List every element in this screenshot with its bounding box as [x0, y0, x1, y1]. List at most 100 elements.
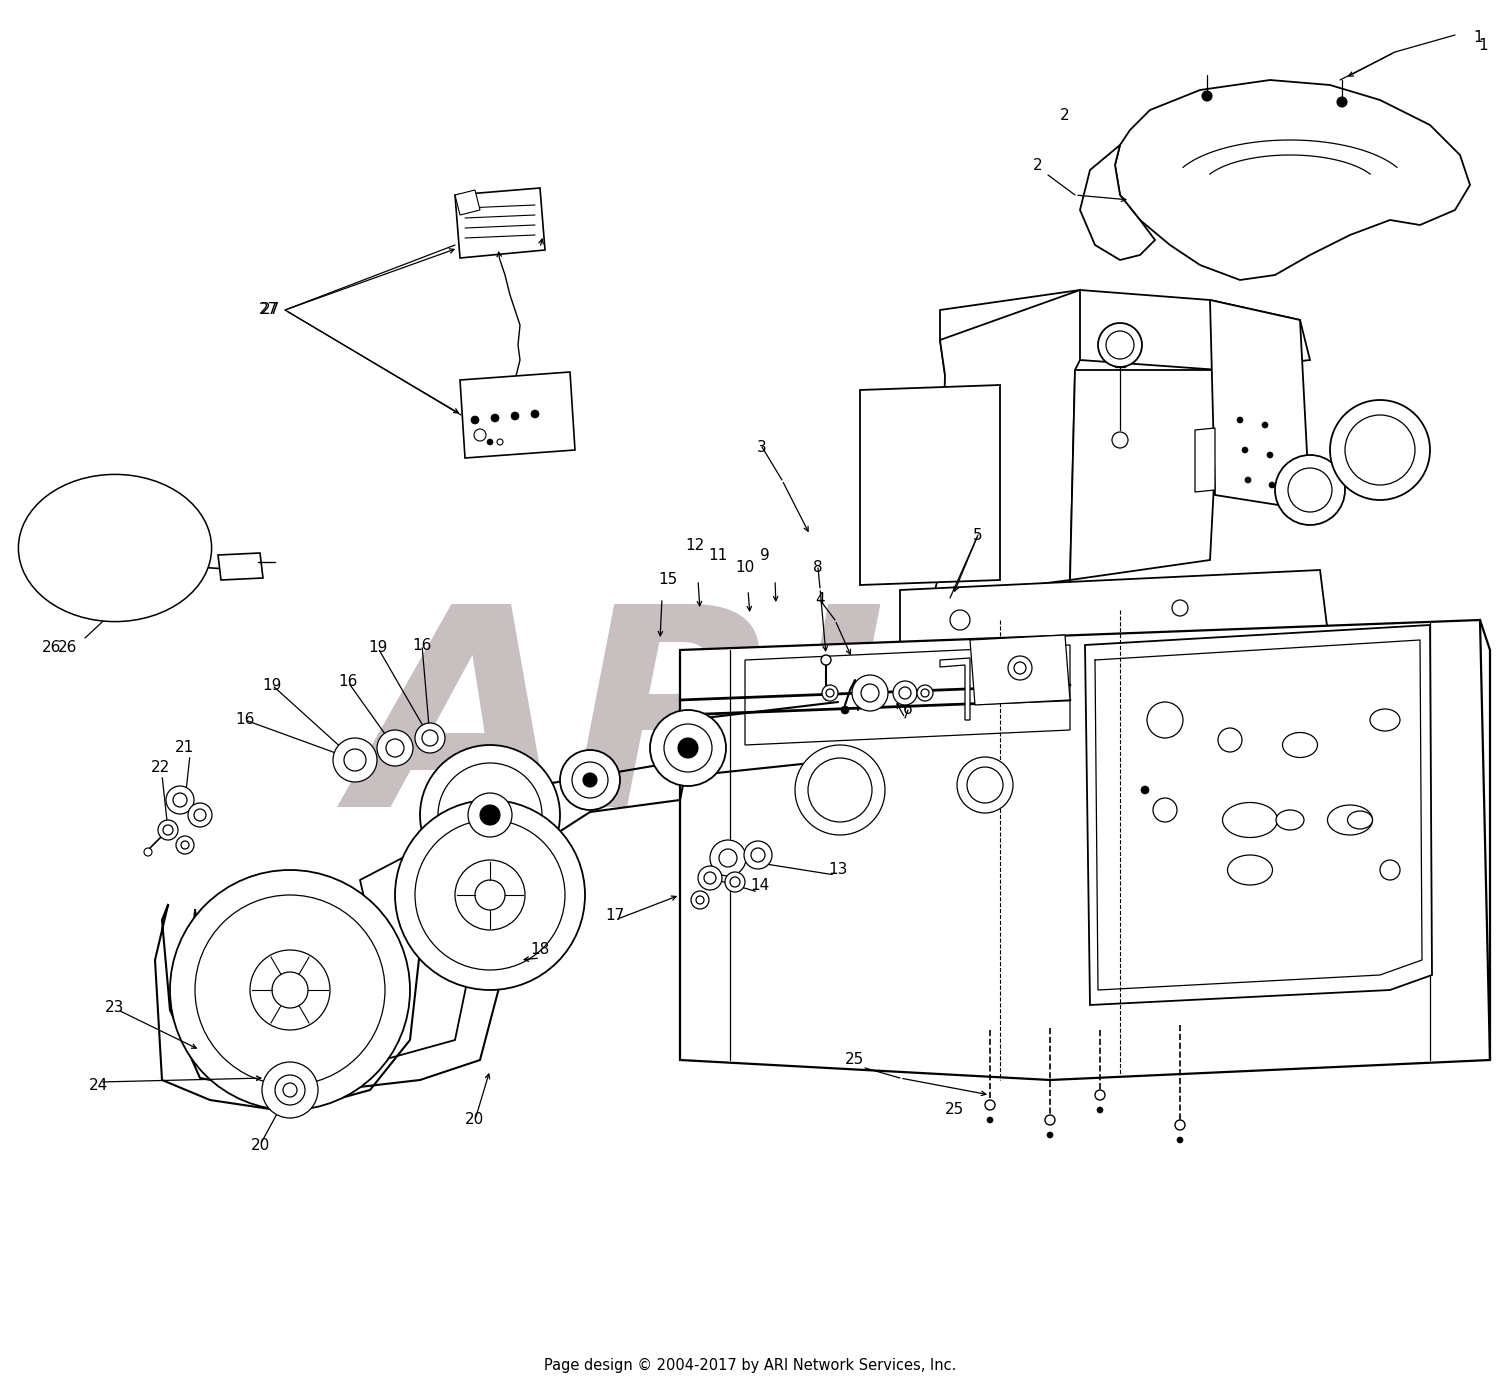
Circle shape [474, 429, 486, 441]
Circle shape [531, 411, 538, 417]
Circle shape [416, 820, 566, 970]
Text: 25: 25 [846, 1053, 864, 1068]
Circle shape [274, 1075, 304, 1105]
Circle shape [821, 655, 831, 664]
Circle shape [1047, 1132, 1053, 1137]
Text: 25: 25 [945, 1103, 964, 1118]
Circle shape [852, 675, 888, 712]
Circle shape [490, 413, 500, 422]
Circle shape [480, 804, 500, 825]
Polygon shape [680, 620, 1490, 1080]
Ellipse shape [1282, 732, 1317, 757]
Circle shape [572, 761, 608, 798]
Circle shape [422, 730, 438, 746]
Circle shape [333, 738, 376, 782]
Circle shape [921, 689, 928, 698]
Circle shape [386, 739, 404, 757]
Circle shape [1288, 467, 1332, 512]
Circle shape [1380, 860, 1400, 879]
Circle shape [678, 738, 698, 759]
Circle shape [1174, 1119, 1185, 1130]
Circle shape [1112, 431, 1128, 448]
Circle shape [1330, 399, 1430, 499]
Text: 19: 19 [369, 641, 387, 656]
Circle shape [488, 440, 494, 445]
Polygon shape [900, 570, 1330, 670]
Circle shape [1008, 656, 1032, 680]
Circle shape [454, 860, 525, 931]
Text: 8: 8 [813, 560, 824, 576]
Ellipse shape [1222, 803, 1278, 838]
Polygon shape [217, 553, 262, 580]
Text: 15: 15 [658, 573, 678, 588]
Circle shape [416, 723, 446, 753]
Circle shape [176, 836, 194, 854]
Circle shape [827, 689, 834, 698]
Circle shape [1095, 1090, 1106, 1100]
Circle shape [1202, 92, 1212, 101]
Circle shape [1346, 415, 1414, 485]
Text: 5: 5 [974, 527, 982, 542]
Text: 24: 24 [88, 1078, 108, 1093]
Text: Page design © 2004-2017 by ARI Network Services, Inc.: Page design © 2004-2017 by ARI Network S… [544, 1358, 956, 1373]
Circle shape [1154, 798, 1178, 822]
Circle shape [272, 972, 308, 1008]
Polygon shape [746, 645, 1070, 745]
Text: 6: 6 [903, 702, 914, 717]
Text: 26: 26 [42, 641, 62, 656]
Circle shape [987, 1117, 993, 1123]
Circle shape [710, 841, 746, 877]
Text: 7: 7 [880, 688, 890, 702]
Circle shape [468, 793, 512, 836]
Circle shape [144, 847, 152, 856]
Circle shape [1268, 452, 1274, 458]
Ellipse shape [1347, 811, 1372, 829]
Text: 27: 27 [258, 302, 278, 318]
Circle shape [1098, 323, 1142, 368]
Circle shape [704, 872, 716, 884]
Circle shape [957, 757, 1012, 813]
Circle shape [394, 800, 585, 990]
Circle shape [1336, 97, 1347, 107]
Circle shape [1275, 455, 1346, 526]
Circle shape [696, 896, 703, 904]
Circle shape [1096, 1107, 1102, 1112]
Polygon shape [1114, 80, 1470, 280]
Circle shape [471, 416, 478, 424]
Circle shape [724, 872, 746, 892]
Circle shape [284, 1083, 297, 1097]
Text: 14: 14 [750, 878, 770, 892]
Text: 16: 16 [236, 713, 255, 728]
Polygon shape [970, 635, 1070, 705]
Circle shape [560, 750, 620, 810]
Circle shape [1046, 1115, 1054, 1125]
Circle shape [262, 1062, 318, 1118]
Circle shape [172, 793, 188, 807]
Circle shape [916, 685, 933, 700]
Text: 27: 27 [261, 302, 279, 318]
Circle shape [1262, 422, 1268, 429]
Circle shape [1242, 447, 1248, 454]
Circle shape [808, 759, 871, 822]
Circle shape [1178, 1137, 1184, 1143]
Circle shape [195, 895, 386, 1085]
Circle shape [476, 879, 506, 910]
Polygon shape [460, 372, 574, 458]
Circle shape [1106, 331, 1134, 359]
Circle shape [744, 841, 772, 870]
Circle shape [512, 412, 519, 420]
Text: 22: 22 [150, 760, 170, 775]
Ellipse shape [1276, 810, 1304, 829]
Text: 3: 3 [758, 440, 766, 455]
Circle shape [438, 763, 542, 867]
Polygon shape [454, 189, 544, 258]
Circle shape [1148, 702, 1184, 738]
Circle shape [718, 849, 736, 867]
Circle shape [650, 710, 726, 786]
Circle shape [182, 841, 189, 849]
Circle shape [1269, 483, 1275, 488]
Circle shape [664, 724, 712, 773]
Polygon shape [1084, 626, 1432, 1006]
Circle shape [861, 684, 879, 702]
Text: 2: 2 [1034, 158, 1042, 172]
